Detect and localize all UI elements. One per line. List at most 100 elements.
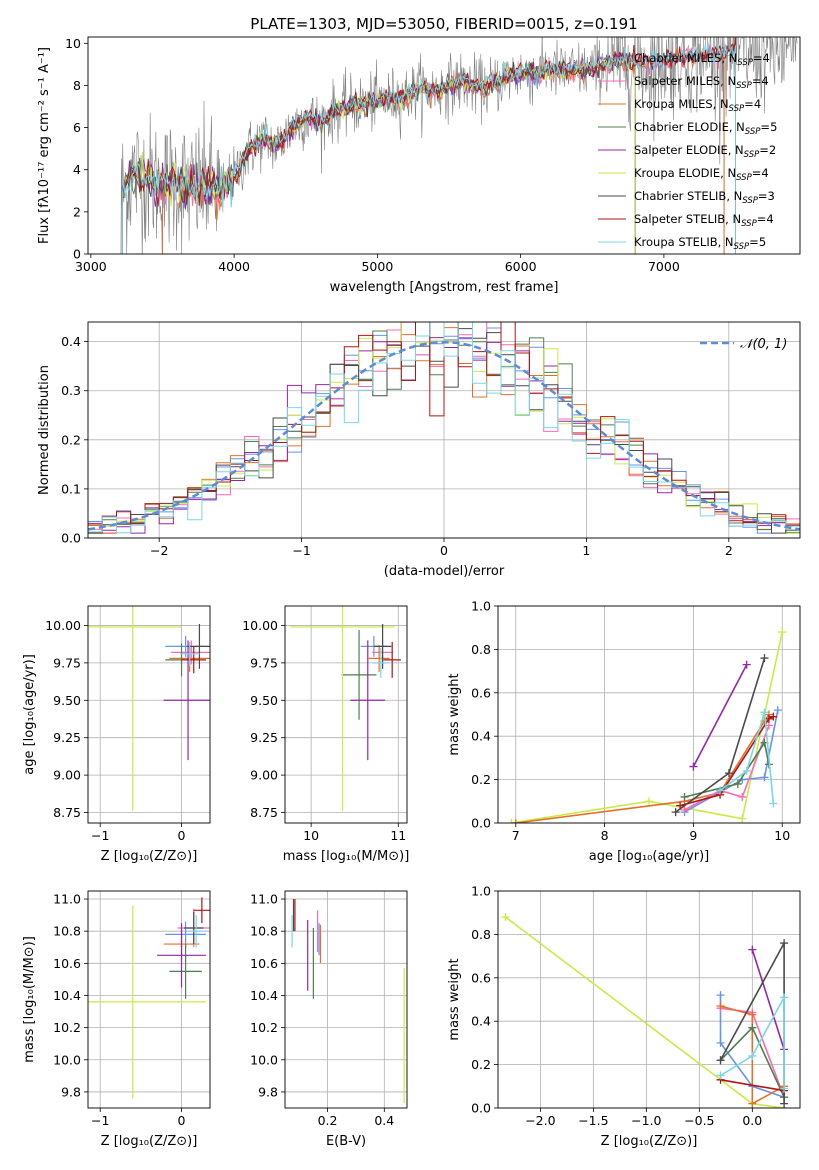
plot-background: [88, 606, 210, 823]
weight-marker: [748, 1023, 757, 1032]
legend-nssp: 4: [754, 97, 761, 111]
axes-weight-vs-age: 7 8 9 10 0.0 0.2 0.4 0.6 0.8 1.0 age [log₁₀(age/yr…: [447, 599, 801, 864]
errorbar-point: [290, 606, 395, 812]
plot-background: [88, 891, 210, 1108]
weight-marker: [716, 1002, 725, 1011]
errorbar-point: [372, 647, 390, 678]
legend-subscript: SSP: [737, 58, 753, 68]
y-tick-label: 10.4: [250, 988, 278, 1003]
x-tick-label: −1: [91, 1113, 109, 1128]
legend-eq: =: [757, 212, 767, 226]
x-axis-label: Z [log₁₀(Z/Z⊙)]: [601, 1134, 698, 1149]
y-tick-label: 10.8: [250, 924, 278, 939]
legend-name: Kroupa ELODIE, N: [634, 166, 736, 180]
axes-mass-vs-Z: −1 0 9.8 10.0 10.2 10.4 10.6 10.8 11.0 Z [log₁₀(Z…: [22, 890, 211, 1149]
weight-series-line: [507, 628, 787, 823]
legend-nssp: 3: [768, 189, 775, 203]
weight-series-line: [716, 708, 778, 808]
legend-subscript: SSP: [736, 173, 752, 183]
legend-name: Chabrier STELIB, N: [634, 189, 742, 203]
weight-marker: [680, 792, 689, 801]
x-tick-label: −1.0: [631, 1113, 661, 1128]
residual-histogram: [88, 322, 800, 534]
legend-eq: =: [749, 235, 759, 249]
weight-line: [720, 1079, 785, 1092]
x-axis-label: (data-model)/error: [384, 564, 505, 579]
y-tick-label: 0.8: [471, 642, 491, 657]
y-tick-label: 11.0: [250, 892, 278, 907]
x-tick-label: 7: [512, 828, 520, 843]
y-axis-label: mass weight: [447, 958, 462, 1040]
x-tick-label: 9: [689, 828, 697, 843]
axes-residuals: −2 −1 0 1 2 0.0 0.1 0.2 0.3 0.4 (data-model)/error…: [37, 321, 801, 579]
weight-series: [501, 913, 789, 1108]
gridlines: [88, 891, 210, 1108]
legend-name: Salpeter MILES, N: [634, 74, 736, 88]
y-tick-label: 4: [73, 162, 81, 177]
y-tick-label: 10.00: [242, 618, 278, 633]
errorbar-point: [88, 905, 206, 1099]
y-tick-label: 10.6: [53, 956, 81, 971]
weight-marker: [769, 799, 778, 808]
y-tick-label: 0.3: [61, 383, 81, 398]
weight-marker: [760, 773, 769, 782]
x-axis-label: Z [log₁₀(Z/Z⊙)]: [101, 1134, 198, 1149]
histograms: [88, 322, 800, 534]
x-tick-label: 10: [774, 828, 790, 843]
legend-label: Chabrier STELIB, NSSP=3: [634, 189, 775, 206]
chart-title: PLATE=1303, MJD=53050, FIBERID=0015, z=0…: [250, 15, 637, 33]
legend-eq: =: [753, 51, 763, 65]
y-axis-label: mass [log₁₀(M/M⊙)]: [22, 936, 37, 1063]
weight-marker: [676, 801, 685, 810]
y-tick-label: 10: [65, 36, 81, 51]
errorbar-point: [187, 623, 210, 669]
weight-marker: [733, 779, 742, 788]
legend-label: Salpeter MILES, NSSP=4: [634, 74, 769, 91]
y-axis-label: Normed distribution: [37, 365, 52, 495]
y-tick-label: 10.00: [45, 618, 81, 633]
normal-curve: [88, 340, 800, 531]
y-tick-label: 0.2: [471, 1057, 491, 1072]
weight-series: [507, 628, 787, 823]
errorbar-point: [157, 923, 206, 988]
errorbar-point: [350, 640, 386, 761]
x-tick-label: −2.0: [525, 1113, 555, 1128]
weight-marker: [748, 945, 757, 954]
legend-nssp: 4: [766, 212, 773, 226]
x-tick-label: 7000: [648, 259, 680, 274]
axes-age-vs-mass: 10 11 8.75 9.00 9.25 9.50 9.75 10.00 mass [log₁₀…: [242, 605, 409, 864]
legend-label: Salpeter ELODIE, NSSP=2: [634, 143, 776, 160]
axes-frame: [87, 605, 211, 824]
x-tick-label: −1: [91, 828, 109, 843]
y-tick-label: 10.0: [53, 1052, 81, 1067]
weight-line: [720, 996, 785, 1089]
y-tick-label: 0.4: [61, 334, 81, 349]
errorbar-point: [383, 641, 401, 678]
weight-line: [751, 949, 785, 1050]
plot-background: [498, 891, 800, 1108]
errorbars: [290, 606, 401, 812]
y-axis-label: mass weight: [447, 673, 462, 755]
legend-subscript: SSP: [742, 196, 758, 206]
axes-frame: [87, 36, 801, 255]
x-axis-label: E(B-V): [326, 1134, 366, 1149]
x-tick-label: 0: [178, 1113, 186, 1128]
weight-marker: [716, 1038, 725, 1047]
y-tick-label: 9.50: [250, 693, 278, 708]
weight-marker: [760, 708, 769, 717]
legend-nssp: 2: [769, 143, 776, 157]
y-tick-label: 9.8: [258, 1084, 278, 1099]
y-tick-label: 9.00: [53, 768, 81, 783]
y-tick-label: 9.8: [61, 1084, 81, 1099]
model-spectrum-line: [121, 43, 736, 254]
weight-marker: [780, 993, 789, 1002]
errorbar-point: [179, 641, 200, 666]
weight-marker: [780, 939, 789, 948]
legend-eq: =: [760, 120, 770, 134]
legend-name: Kroupa STELIB, N: [634, 235, 734, 249]
errorbar-point: [341, 629, 377, 720]
y-tick-label: 6: [73, 120, 81, 135]
weight-marker: [748, 1051, 757, 1060]
